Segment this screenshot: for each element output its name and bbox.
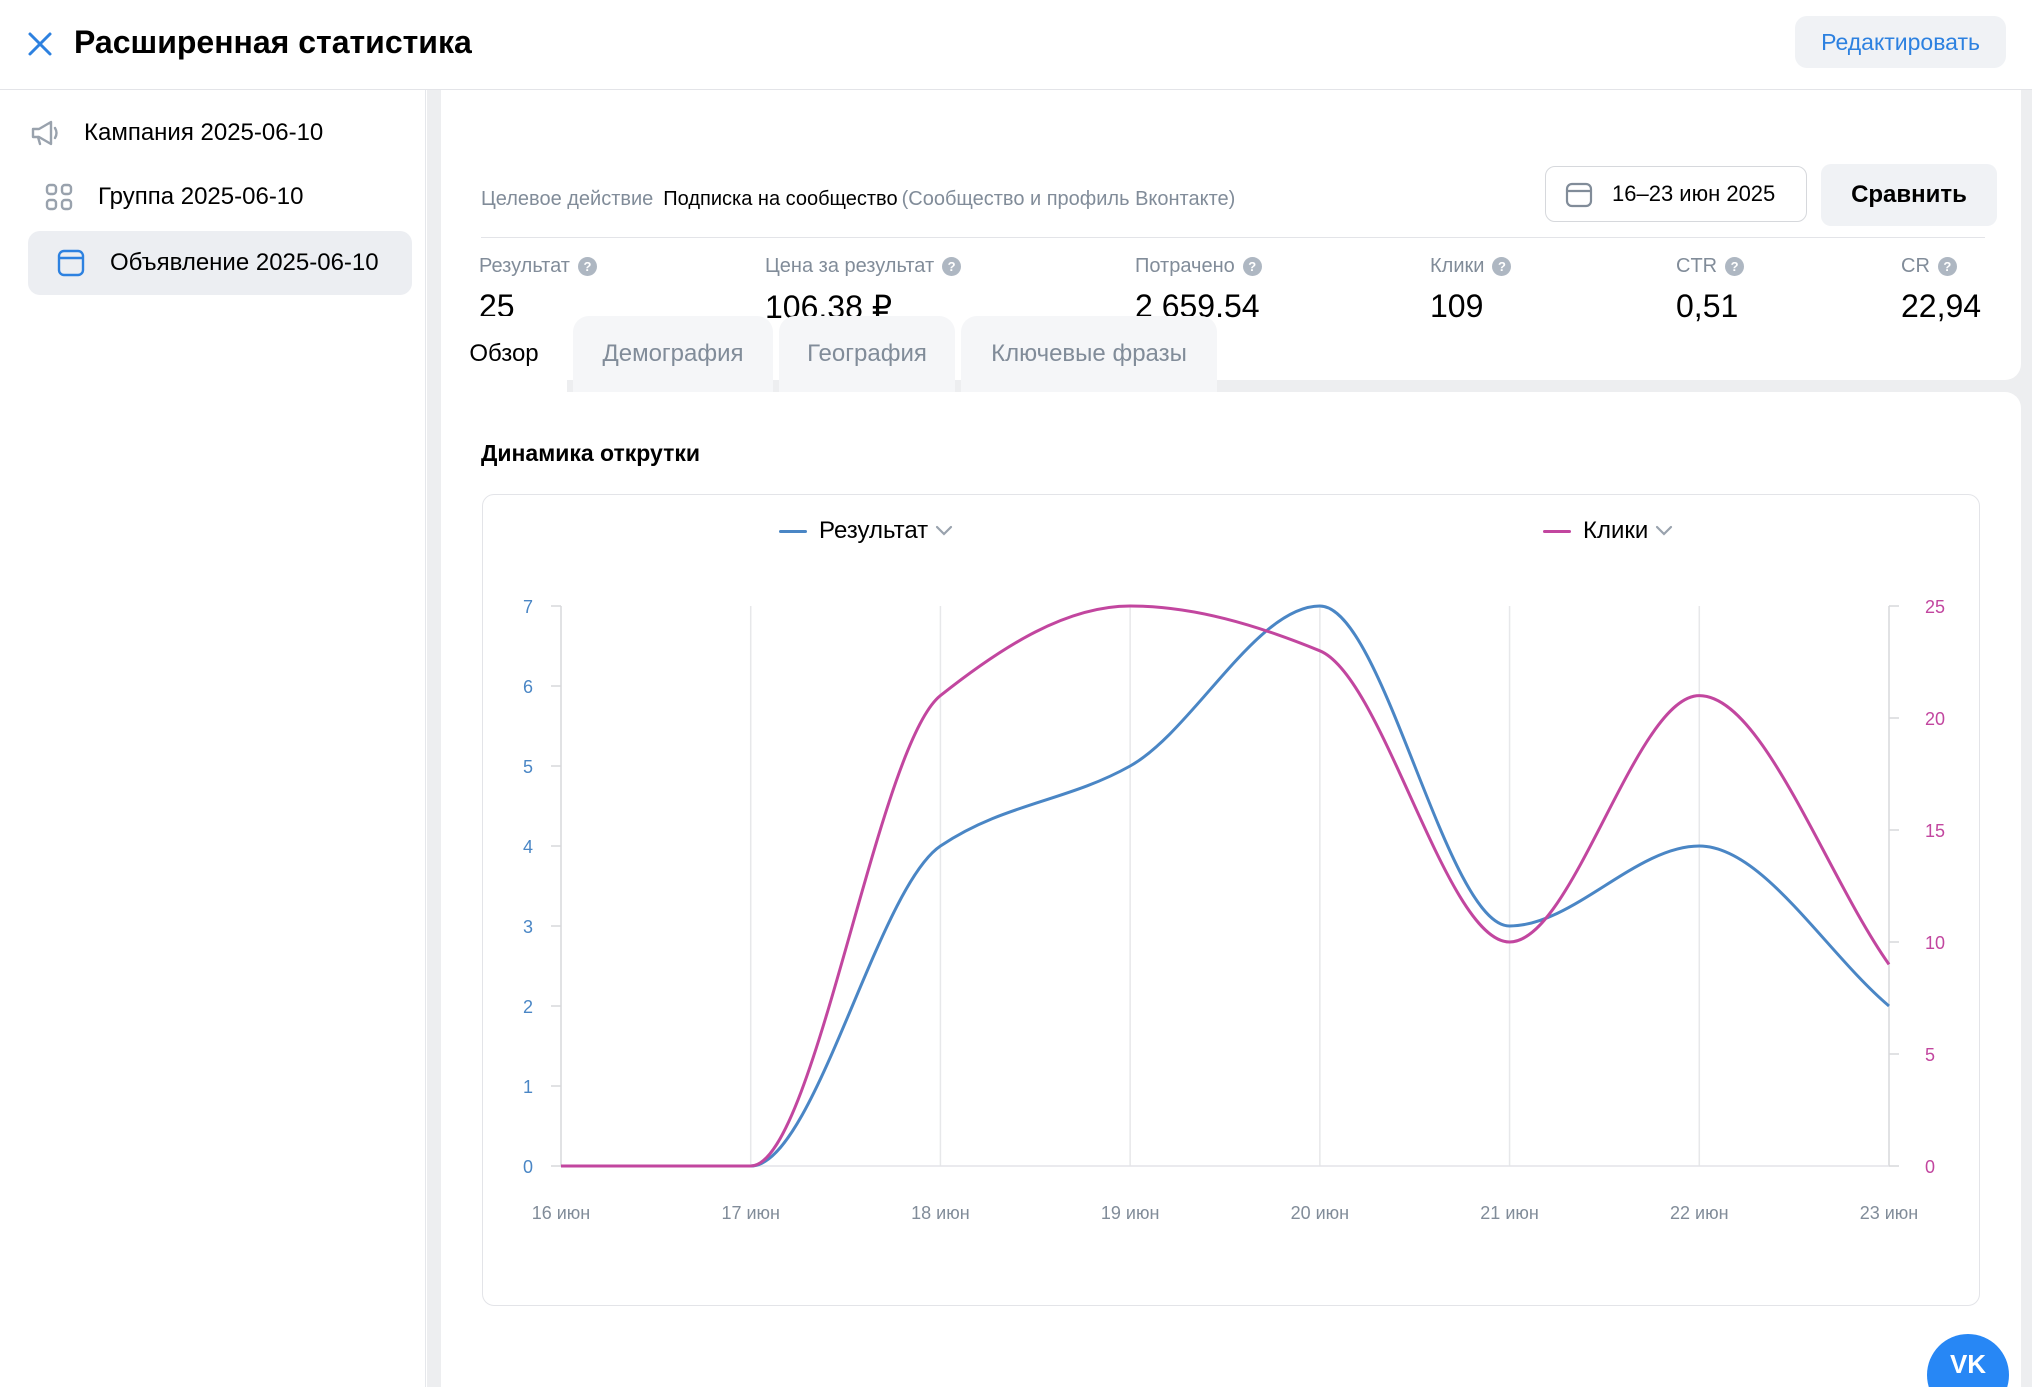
- date-range-button[interactable]: 16–23 июн 2025: [1545, 166, 1807, 222]
- legend-swatch: [779, 529, 807, 533]
- target-label: Целевое действие: [481, 188, 654, 210]
- divider: [481, 237, 1985, 238]
- series-line-result: [561, 604, 1890, 1168]
- main-content: 16–23 июн 2025 Сравнить Целевое действие…: [427, 90, 2032, 1387]
- legend-label: Результат: [819, 517, 929, 544]
- x-tick-label: 21 июн: [1480, 1203, 1539, 1223]
- grid-icon: [42, 180, 76, 214]
- metric-label: Потрачено: [1135, 255, 1235, 277]
- metric-label: CR: [1901, 255, 1930, 277]
- ad-window-icon: [54, 246, 88, 280]
- sidebar-item-group[interactable]: Группа 2025-06-10: [28, 165, 412, 229]
- legend-clicks[interactable]: Клики: [1543, 517, 1674, 545]
- metric-value: 22,94: [1901, 288, 1982, 324]
- sidebar-item-campaign[interactable]: Кампания 2025-06-10: [28, 101, 412, 165]
- metric-cr: CR? 22,94: [1901, 255, 1981, 325]
- metric-value: 109: [1430, 288, 1484, 324]
- metric-label: Результат: [479, 255, 570, 277]
- y-left-tick-label: 4: [523, 837, 533, 857]
- legend-swatch: [1543, 529, 1571, 533]
- page-title: Расширенная статистика: [74, 24, 472, 60]
- metric-ctr: CTR? 0,51: [1676, 255, 1745, 325]
- megaphone-icon: [28, 116, 62, 150]
- y-right-tick-label: 10: [1925, 933, 1945, 953]
- tab-overview[interactable]: Обзор: [441, 316, 567, 392]
- y-left-tick-label: 5: [523, 757, 533, 777]
- chart-container: Результат Клики 0 1 2 3 4 5 6 7 0 5 10 15 20 25 16 июн…: [482, 494, 1980, 1306]
- metric-label: CTR: [1676, 255, 1718, 277]
- x-tick-label: 23 июн: [1860, 1203, 1919, 1223]
- calendar-icon: [1565, 182, 1593, 208]
- metric-label: Цена за результат: [765, 255, 935, 277]
- help-icon[interactable]: ?: [1725, 257, 1745, 276]
- sidebar-item-label: Кампания 2025-06-10: [84, 119, 324, 146]
- help-icon[interactable]: ?: [577, 257, 597, 276]
- y-left-tick-label: 1: [523, 1077, 533, 1097]
- close-icon: [28, 32, 52, 56]
- sidebar-item-ad[interactable]: Объявление 2025-06-10: [28, 231, 412, 295]
- y-right-tick-label: 0: [1925, 1157, 1935, 1177]
- x-tick-label: 17 июн: [721, 1203, 780, 1223]
- vk-chat-button[interactable]: VK: [1927, 1334, 2009, 1387]
- line-chart: 0 1 2 3 4 5 6 7 0 5 10 15 20 25 16 июн 17 июн 18 июн 19 и…: [523, 597, 1945, 1223]
- metric-clicks: Клики? 109: [1430, 255, 1512, 325]
- sidebar: Кампания 2025-06-10 Группа 2025-06-10 Об…: [0, 90, 426, 1387]
- metric-value: 0,51: [1676, 288, 1739, 324]
- overview-card: Динамика открутки Результат Клики 0 1 2 3 4 5…: [441, 392, 2021, 1387]
- help-icon[interactable]: ?: [1937, 257, 1957, 276]
- sidebar-item-label: Объявление 2025-06-10: [110, 249, 379, 276]
- x-tick-label: 22 июн: [1670, 1203, 1729, 1223]
- edit-button[interactable]: Редактировать: [1795, 16, 2006, 68]
- help-icon[interactable]: ?: [1242, 257, 1262, 276]
- metric-label: Клики: [1430, 255, 1485, 277]
- chevron-down-icon: [936, 525, 953, 536]
- target-value: Подписка на сообщество: [663, 188, 898, 210]
- y-right-tick-label: 15: [1925, 821, 1945, 841]
- y-left-tick-label: 6: [523, 677, 533, 697]
- x-tick-label: 18 июн: [911, 1203, 970, 1223]
- y-right-tick-label: 5: [1925, 1045, 1935, 1065]
- section-title: Динамика открутки: [481, 440, 701, 466]
- date-range-label: 16–23 июн 2025: [1612, 181, 1776, 206]
- close-button[interactable]: [22, 26, 58, 62]
- y-right-tick-label: 25: [1925, 597, 1945, 617]
- help-icon[interactable]: ?: [942, 257, 962, 276]
- y-left-tick-label: 7: [523, 597, 533, 617]
- help-icon[interactable]: ?: [1492, 257, 1512, 276]
- tab-geography[interactable]: География: [779, 316, 955, 392]
- header: Расширенная статистика Редактировать: [0, 0, 2032, 90]
- chevron-down-icon: [1656, 525, 1673, 536]
- target-sub: (Сообщество и профиль Вконтакте): [901, 188, 1236, 210]
- metric-result: Результат? 25: [479, 255, 597, 325]
- y-right-tick-label: 20: [1925, 709, 1945, 729]
- target-action: Целевое действие Подписка на сообщество (С…: [481, 188, 1235, 211]
- y-left-tick-label: 2: [523, 997, 533, 1017]
- x-tick-label: 19 июн: [1101, 1203, 1160, 1223]
- sidebar-item-label: Группа 2025-06-10: [98, 183, 304, 210]
- y-left-tick-label: 3: [523, 917, 533, 937]
- compare-button[interactable]: Сравнить: [1821, 164, 1997, 226]
- legend-label: Клики: [1583, 517, 1649, 544]
- tab-demography[interactable]: Демография: [573, 316, 773, 392]
- y-left-tick-label: 0: [523, 1157, 533, 1177]
- x-tick-label: 20 июн: [1291, 1203, 1350, 1223]
- metric-spent: Потрачено? 2 659.54: [1135, 255, 1262, 325]
- tab-keywords[interactable]: Ключевые фразы: [961, 316, 1217, 392]
- x-tick-label: 16 июн: [532, 1203, 591, 1223]
- legend-result[interactable]: Результат: [779, 517, 954, 545]
- series-line-clicks: [561, 604, 1891, 1168]
